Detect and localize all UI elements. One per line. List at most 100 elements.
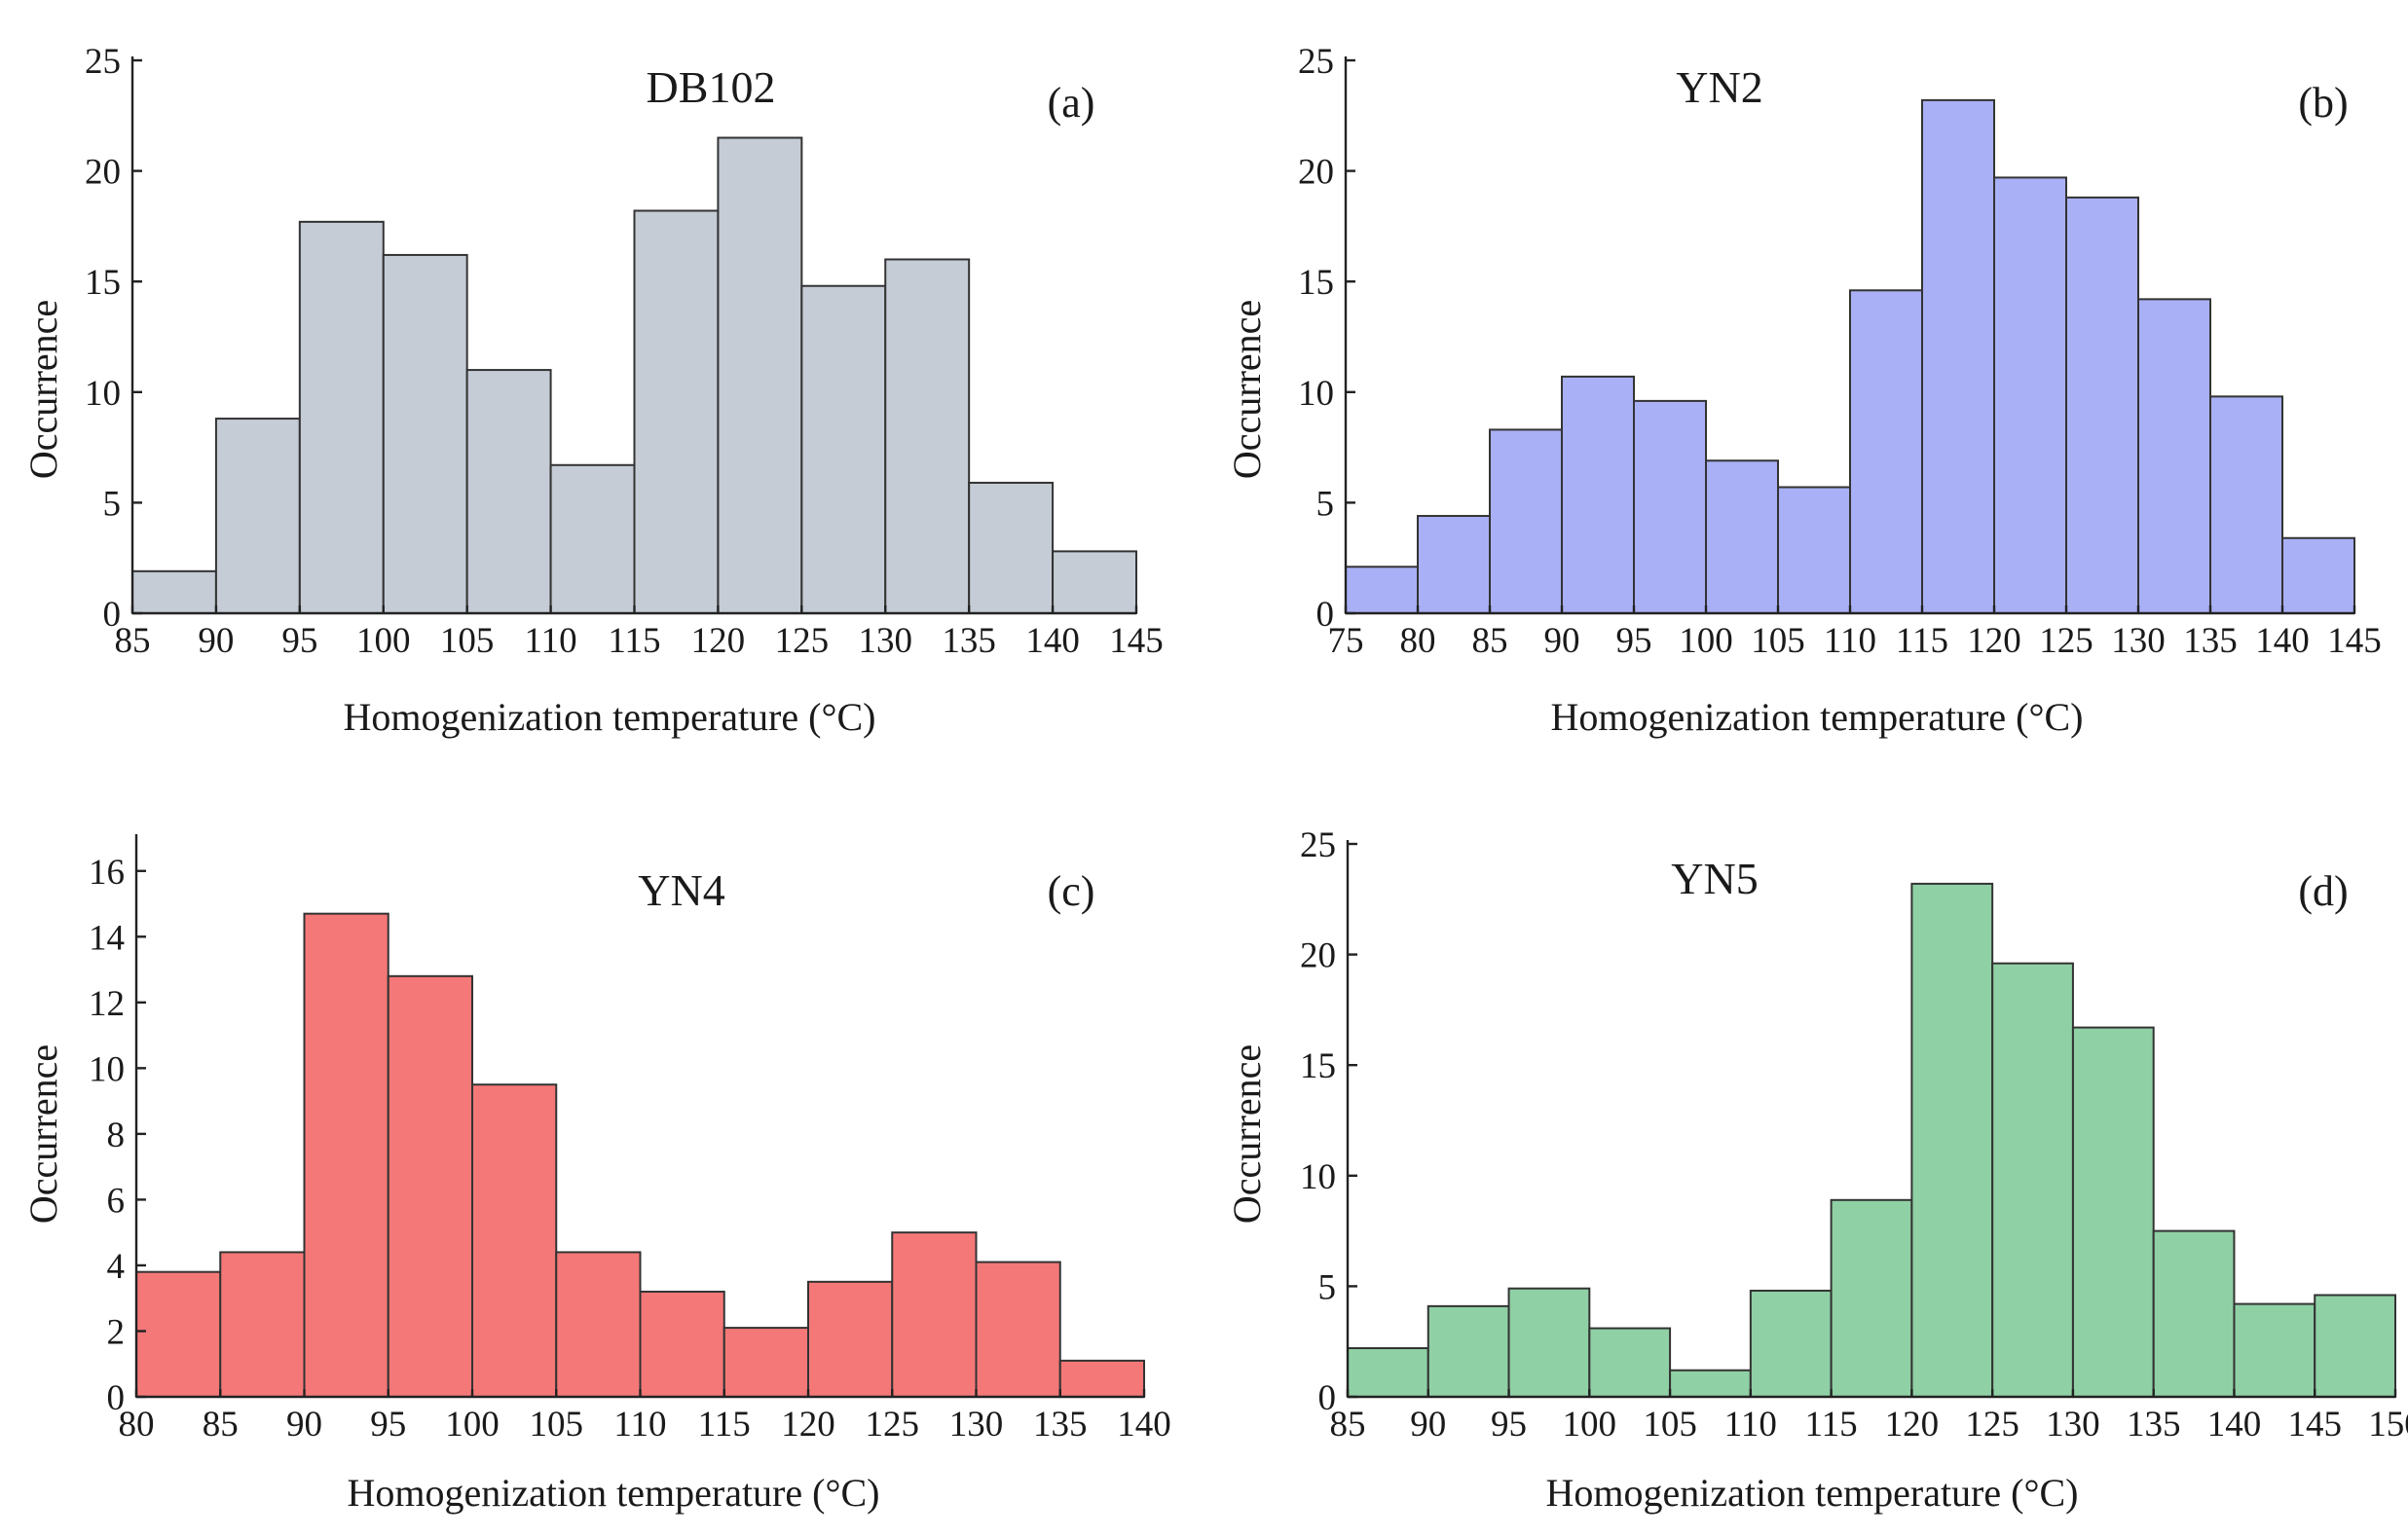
histogram-bar: [214, 418, 301, 614]
x-tick-label: 100: [1563, 1405, 1617, 1445]
y-tick-label: 4: [107, 1247, 126, 1287]
y-tick-label: 25: [85, 42, 121, 82]
x-tick-label: 115: [1805, 1405, 1858, 1445]
x-tick-label: 140: [1025, 621, 1080, 661]
panel-label: (b): [2298, 79, 2348, 127]
histogram-bar: [549, 463, 636, 614]
histogram-bar: [298, 220, 385, 615]
x-tick-label: 90: [286, 1405, 322, 1445]
panel-label: (a): [1048, 79, 1095, 127]
histogram-bar: [639, 1290, 725, 1398]
histogram-bar: [968, 481, 1055, 614]
x-tick-label: 135: [1033, 1405, 1088, 1445]
y-tick-label: 2: [107, 1312, 126, 1352]
x-tick-label: 90: [1410, 1405, 1446, 1445]
x-tick-label: 120: [691, 621, 746, 661]
histogram-bar: [633, 209, 720, 614]
histogram-panel-a: 0 5 10 15 20 25 85 90 95 100 105 110 115 120 125 130 135…: [21, 42, 1164, 739]
y-axis-title: Occurrence: [1225, 1044, 1269, 1224]
y-axis-title: Occurrence: [21, 300, 65, 479]
histogram-bar: [1588, 1327, 1672, 1398]
y-tick-label: 0: [1316, 595, 1335, 635]
histogram-bar: [1749, 1289, 1833, 1398]
histogram-bar: [1993, 176, 2067, 615]
x-tick-label: 95: [1491, 1405, 1527, 1445]
x-tick-label: 140: [1117, 1405, 1171, 1445]
y-tick-label: 15: [1300, 1046, 1336, 1086]
histogram-bar: [2209, 395, 2283, 614]
y-tick-label: 5: [1316, 484, 1335, 524]
y-tick-label: 12: [89, 984, 125, 1024]
x-tick-label: 135: [2183, 621, 2238, 661]
histogram-bar: [975, 1261, 1061, 1398]
x-tick-label: 100: [356, 621, 411, 661]
x-tick-label: 120: [781, 1405, 835, 1445]
y-tick-label: 6: [107, 1181, 126, 1221]
y-tick-label: 10: [1300, 1157, 1336, 1197]
x-tick-label: 125: [775, 621, 830, 661]
x-tick-label: 125: [2039, 621, 2093, 661]
x-tick-label: 115: [1896, 621, 1948, 661]
x-tick-label: 85: [1472, 621, 1508, 661]
panel-label: (d): [2298, 867, 2348, 915]
histogram-bar: [2281, 536, 2355, 615]
y-tick-label: 20: [1298, 153, 1334, 193]
x-tick-label: 135: [2127, 1405, 2181, 1445]
x-tick-label: 120: [1967, 621, 2021, 661]
histogram-bar: [131, 569, 217, 614]
histogram-bar: [2314, 1294, 2396, 1398]
histogram-bar: [1058, 1359, 1145, 1399]
y-tick-label: 15: [1298, 263, 1334, 303]
histogram-bar: [1507, 1287, 1591, 1398]
histogram-bar: [465, 369, 552, 614]
histogram-bar: [717, 136, 803, 615]
histogram-bar: [1489, 428, 1563, 615]
x-tick-label: 120: [1885, 1405, 1940, 1445]
x-tick-label: 110: [1824, 621, 1876, 661]
x-tick-label: 90: [1544, 621, 1580, 661]
x-tick-label: 145: [2287, 1405, 2342, 1445]
x-tick-label: 115: [698, 1405, 751, 1445]
histogram-bar: [884, 258, 971, 614]
histogram-bar: [722, 1327, 809, 1398]
histogram-bar: [1426, 1304, 1510, 1399]
histogram-panel-d: 0 5 10 15 20 25 85 90 95 100 105 110 115 120 125 130 135…: [1225, 825, 2408, 1515]
histogram-bar: [891, 1231, 978, 1399]
histogram-bar: [1561, 375, 1635, 614]
y-tick-label: 20: [85, 153, 121, 193]
y-axis-title: Occurrence: [1225, 300, 1269, 479]
y-tick-label: 0: [103, 595, 122, 635]
x-axis-title: Homogenization temperature (°C): [344, 695, 876, 739]
x-tick-label: 85: [1330, 1405, 1366, 1445]
x-axis-title: Homogenization temperature (°C): [1551, 695, 2084, 739]
y-tick-label: 10: [89, 1049, 125, 1089]
y-tick-label: 10: [85, 374, 121, 414]
x-tick-label: 110: [525, 621, 577, 661]
x-tick-label: 110: [1724, 1405, 1777, 1445]
histogram-bar: [1669, 1369, 1752, 1399]
histogram-bar: [2233, 1302, 2316, 1398]
y-tick-label: 5: [103, 484, 122, 524]
histogram-bar: [1347, 1347, 1429, 1398]
x-tick-label: 135: [942, 621, 996, 661]
histogram-bar: [2152, 1229, 2236, 1398]
x-tick-label: 105: [530, 1405, 584, 1445]
x-tick-label: 105: [1643, 1405, 1697, 1445]
histogram-bar: [1921, 98, 1995, 615]
histogram-bar: [471, 1083, 558, 1398]
y-tick-label: 5: [1318, 1267, 1337, 1307]
x-tick-label: 140: [2255, 621, 2310, 661]
x-tick-label: 85: [203, 1405, 239, 1445]
x-tick-label: 100: [1679, 621, 1733, 661]
x-tick-label: 95: [370, 1405, 406, 1445]
histogram-bar: [2071, 1026, 2155, 1399]
x-tick-label: 80: [119, 1405, 155, 1445]
histogram-bar: [1705, 459, 1779, 614]
x-tick-label: 100: [445, 1405, 500, 1445]
histogram-bar: [1052, 550, 1138, 614]
y-tick-label: 16: [89, 853, 125, 893]
x-tick-label: 130: [949, 1405, 1004, 1445]
x-tick-label: 90: [198, 621, 234, 661]
x-tick-label: 105: [1751, 621, 1805, 661]
